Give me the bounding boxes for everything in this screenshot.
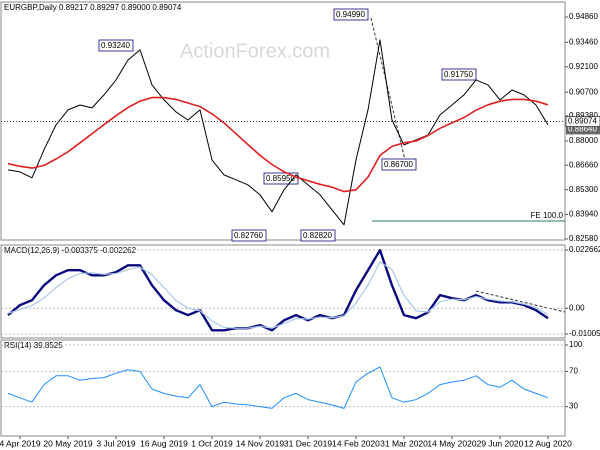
y-tick-label: -0.010052: [569, 329, 600, 338]
price-panel: [0, 1, 566, 241]
annotation-box: [300, 229, 336, 242]
y-tick-label: 0.88000: [569, 136, 598, 145]
macd-title: MACD(12,26,9) -0.003375 -0.002262: [4, 246, 137, 255]
annotation: 0.93240: [101, 41, 130, 50]
y-tick-label: 0.89380: [569, 111, 598, 120]
annotation-box: [381, 158, 417, 171]
x-tick-label: 14 Nov 2019: [236, 438, 284, 448]
series-line: [7, 366, 549, 409]
y-tick-label: 70: [569, 367, 578, 376]
x-tick-label: 31 Dec 2019: [284, 438, 332, 448]
annotation: 0.82820: [303, 231, 332, 240]
y-tick-label: 0.92100: [569, 62, 598, 71]
rsi-title: RSI(14) 39.8525: [4, 341, 63, 350]
annotation: 0.86700: [384, 160, 413, 169]
rsi-panel: [0, 339, 566, 437]
last-price-box: [565, 116, 600, 127]
y-tick-label: 0.83940: [569, 209, 598, 218]
ma-price-label: 0.88640: [568, 125, 597, 134]
series-line: [7, 261, 549, 329]
y-tick-label: 0.94860: [569, 12, 598, 21]
last-price-label: 0.89074: [568, 117, 597, 126]
y-tick-label: 0.86660: [569, 160, 598, 169]
annotation: 0.85950: [266, 174, 295, 183]
x-tick-label: 14 May 2020: [427, 438, 476, 448]
x-tick-label: 4 Apr 2019: [0, 438, 41, 448]
annotation: 0.82760: [234, 231, 263, 240]
x-tick-label: 20 May 2019: [43, 438, 92, 448]
annotation-box: [441, 68, 477, 81]
x-tick-label: 29 Jun 2020: [477, 438, 524, 448]
y-tick-label: 0.85300: [569, 185, 598, 194]
x-tick-label: 12 Aug 2020: [524, 438, 572, 448]
y-tick-label: 0.022662: [569, 245, 600, 254]
ma-price-box: [566, 124, 600, 135]
annotation-box: [231, 229, 267, 242]
y-tick-label: 100: [569, 340, 583, 349]
annotation: FE 100.0: [531, 211, 564, 220]
series-line: [7, 96, 549, 193]
chart-title: EURGBP,Daily 0.89217 0.89297 0.89000 0.8…: [4, 3, 182, 12]
x-tick-label: 16 Aug 2019: [140, 438, 188, 448]
series-line: [7, 39, 549, 226]
y-tick-label: 30: [569, 402, 578, 411]
y-tick-label: 0.93460: [569, 37, 598, 46]
y-tick-label: 0.90700: [569, 87, 598, 96]
annotation-box: [333, 8, 369, 21]
annotation: 0.94990: [336, 10, 365, 19]
x-tick-label: 31 Mar 2020: [380, 438, 428, 448]
y-tick-label: 0.82580: [569, 234, 598, 243]
macd-panel: [0, 244, 566, 339]
x-tick-label: 1 Oct 2019: [191, 438, 233, 448]
y-tick-label: 0.00: [569, 303, 585, 312]
annotation-box: [98, 39, 134, 52]
x-tick-label: 14 Feb 2020: [332, 438, 380, 448]
watermark: ActionForex.com: [180, 40, 330, 62]
annotation: 0.91750: [444, 70, 473, 79]
x-tick-label: 3 Jul 2019: [96, 438, 135, 448]
